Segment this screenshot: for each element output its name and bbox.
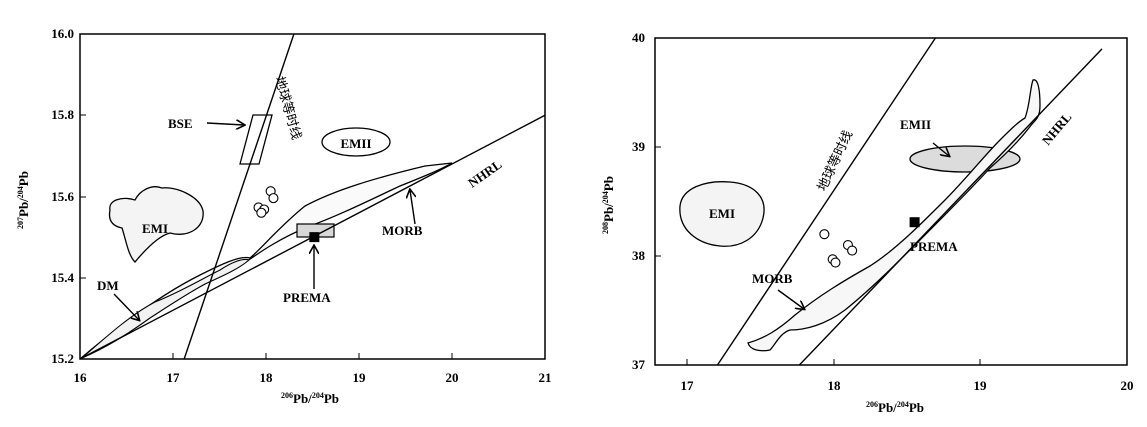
dm-field: [81, 258, 251, 359]
x-tick-label: 18: [260, 370, 274, 385]
y-tick-label: 37: [632, 357, 646, 372]
bse-field: [239, 114, 273, 165]
y-tick-label: 15.8: [51, 107, 74, 122]
x-axis: 17 18 19 20: [681, 359, 1134, 393]
x-axis-title: 206Pb/204Pb: [281, 391, 339, 406]
x-tick-label: 20: [1121, 378, 1134, 393]
prema-label: PREMA: [910, 239, 958, 254]
x-tick-label: 19: [974, 378, 988, 393]
emii-label: EMII: [340, 136, 371, 151]
prema-marker: [309, 232, 320, 243]
emii-field: [321, 127, 391, 157]
sample-point: [256, 207, 267, 218]
x-tick-label: 21: [539, 370, 552, 385]
y-tick-label: 40: [632, 30, 645, 45]
sample-point: [847, 245, 858, 256]
x-axis: 16 17 18 19 20 21: [74, 353, 552, 385]
emi-label: EMI: [142, 221, 168, 236]
y-tick-label: 38: [632, 248, 646, 263]
prema-label: PREMA: [283, 290, 331, 305]
prema-marker: [909, 217, 920, 228]
morb-label: MORB: [382, 223, 423, 238]
y-tick-label: 15.2: [51, 351, 74, 366]
x-tick-label: 16: [74, 370, 88, 385]
chart-marks: [79, 33, 546, 360]
geochron-line: [716, 37, 937, 366]
emi-label: EMI: [709, 206, 735, 221]
emi-field: [108, 186, 204, 263]
chart-right: 37 38 39 40 17 18 19 20 206Pb/204Pb 208P…: [601, 30, 1134, 415]
sample-point: [830, 257, 841, 268]
y-tick-label: 16.0: [51, 26, 74, 41]
geochron-line: [183, 33, 295, 360]
x-axis-title: 206Pb/204Pb: [866, 400, 924, 415]
y-axis: 37 38 39 40: [632, 30, 661, 372]
morb-field: [747, 79, 1041, 352]
emi-field: [679, 181, 765, 247]
morb-arrow: [777, 289, 804, 309]
sample-point: [268, 193, 279, 204]
emii-arrow: [932, 142, 949, 156]
y-axis: 15.2 15.4 15.6 15.8 16.0: [51, 26, 86, 366]
dm-label: DM: [97, 278, 119, 293]
bse-label: BSE: [168, 116, 193, 131]
morb-arrow: [410, 190, 415, 225]
sample-point: [819, 229, 830, 240]
x-tick-label: 17: [681, 378, 695, 393]
dm-arrow: [113, 293, 139, 320]
x-tick-label: 20: [446, 370, 459, 385]
x-tick-label: 19: [353, 370, 367, 385]
nhrl-line: [798, 48, 1103, 366]
y-tick-label: 39: [632, 139, 646, 154]
chart-left: 15.2 15.4 15.6 15.8 16.0 16 17 18 19 20 …: [16, 26, 552, 406]
y-tick-label: 15.4: [51, 270, 74, 285]
chart-marks: [716, 37, 1103, 366]
y-axis-title: 207Pb/204Pb: [16, 171, 31, 229]
emii-label: EMII: [900, 117, 931, 132]
x-tick-label: 17: [167, 370, 181, 385]
morb-label: MORB: [752, 271, 793, 286]
y-tick-label: 15.6: [51, 189, 74, 204]
x-tick-label: 18: [828, 378, 842, 393]
y-axis-title: 208Pb/204Pb: [601, 176, 616, 234]
bse-arrow: [206, 123, 244, 125]
